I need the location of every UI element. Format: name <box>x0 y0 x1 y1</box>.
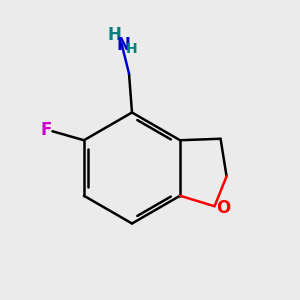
Text: O: O <box>216 199 230 217</box>
Text: H: H <box>125 42 137 56</box>
Text: F: F <box>40 121 52 139</box>
Text: N: N <box>117 36 130 54</box>
Text: H: H <box>107 26 121 44</box>
